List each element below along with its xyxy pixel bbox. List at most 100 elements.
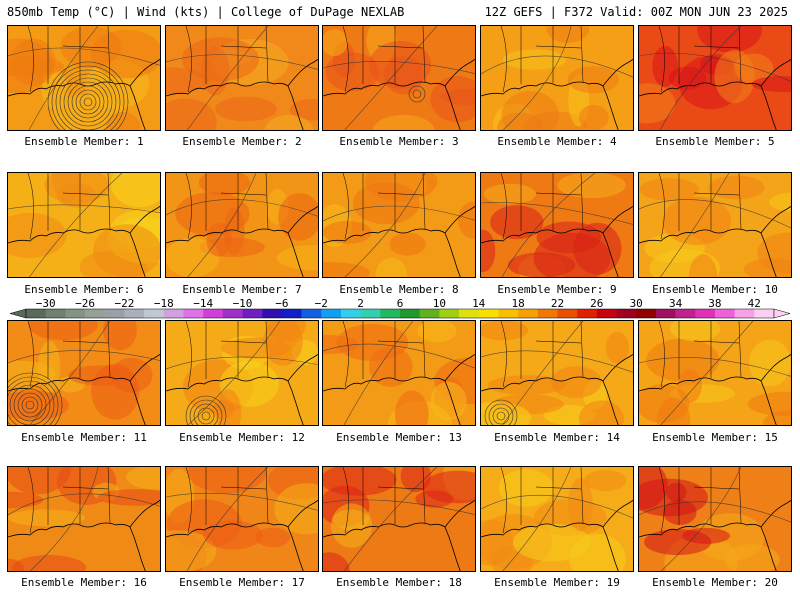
wind-contours — [166, 467, 318, 571]
colorbar-segment — [262, 309, 283, 318]
colorbar-segment — [695, 309, 716, 318]
colorbar-segment — [242, 309, 263, 318]
wind-contours — [166, 321, 318, 425]
coastline — [481, 467, 633, 571]
coastline — [639, 467, 791, 571]
ensemble-panel — [638, 172, 792, 278]
ensemble-member-label: Ensemble Member: 12 — [179, 431, 305, 444]
coastline — [8, 321, 160, 425]
wind-contours — [481, 173, 633, 277]
coastline — [639, 321, 791, 425]
ensemble-panel — [7, 25, 161, 131]
ensemble-panel — [165, 25, 319, 131]
colorbar-tick-label: −22 — [114, 298, 134, 310]
cyclone-contours — [47, 61, 129, 130]
ensemble-panel — [165, 466, 319, 572]
colorbar-tick-label: 6 — [397, 298, 404, 310]
temperature-field-map — [639, 26, 791, 130]
coastline — [481, 321, 633, 425]
colorbar-tick-label: 10 — [433, 298, 446, 310]
ensemble-panel — [322, 25, 476, 131]
coastline — [8, 173, 160, 277]
colorbar-tick-label: −2 — [315, 298, 328, 310]
colorbar-segment — [340, 309, 361, 318]
ensemble-member-label: Ensemble Member: 19 — [494, 576, 620, 589]
colorbar-segment — [459, 309, 480, 318]
colorbar-segment — [616, 309, 637, 318]
ensemble-member-label: Ensemble Member: 11 — [21, 431, 147, 444]
colorbar-segment — [301, 309, 322, 318]
ensemble-member-label: Ensemble Member: 8 — [339, 283, 459, 296]
ensemble-member-label: Ensemble Member: 14 — [494, 431, 620, 444]
ensemble-panel — [638, 466, 792, 572]
wind-contours — [8, 467, 160, 571]
ensemble-member-label: Ensemble Member: 18 — [336, 576, 462, 589]
temperature-field-map — [481, 467, 633, 571]
temperature-field-map — [166, 467, 318, 571]
colorbar-segment — [321, 309, 342, 318]
ensemble-member-label: Ensemble Member: 9 — [497, 283, 617, 296]
coastline — [323, 173, 475, 277]
temperature-field-map — [639, 467, 791, 571]
temperature-field-map — [323, 173, 475, 277]
ensemble-member-label: Ensemble Member: 1 — [24, 135, 144, 148]
ensemble-member-label: Ensemble Member: 4 — [497, 135, 617, 148]
colorbar-tick-label: 38 — [708, 298, 721, 310]
colorbar-segment — [104, 309, 125, 318]
colorbar-segment — [498, 309, 519, 318]
wind-contours — [481, 467, 633, 571]
ensemble-panel — [7, 320, 161, 426]
colorbar-tick-label: 30 — [630, 298, 643, 310]
colorbar-segment — [636, 309, 657, 318]
coastline — [323, 26, 475, 130]
colorbar-segment — [203, 309, 224, 318]
temperature-field-map — [166, 26, 318, 130]
wind-contours — [481, 26, 633, 130]
wind-contours — [8, 321, 160, 425]
colorbar-tick-label: 42 — [748, 298, 761, 310]
coastline — [323, 467, 475, 571]
wind-contours — [639, 467, 791, 571]
wind-contours — [166, 26, 318, 130]
wind-contours — [8, 173, 160, 277]
temperature-field-map — [639, 173, 791, 277]
colorbar-tick-label: −30 — [36, 298, 56, 310]
colorbar-segment — [45, 309, 66, 318]
ensemble-panel — [7, 172, 161, 278]
colorbar-segment — [537, 309, 558, 318]
ensemble-member-label: Ensemble Member: 10 — [652, 283, 778, 296]
colorbar-tick-label: −26 — [75, 298, 95, 310]
colorbar-segment — [360, 309, 381, 318]
temperature-field-map — [323, 321, 475, 425]
coastline — [166, 467, 318, 571]
colorbar-segment — [144, 309, 165, 318]
temperature-field-map — [323, 26, 475, 130]
wind-contours — [323, 26, 475, 130]
ensemble-panel — [322, 466, 476, 572]
wind-contours — [166, 173, 318, 277]
ensemble-member-label: Ensemble Member: 5 — [655, 135, 775, 148]
colorbar-segment — [577, 309, 598, 318]
ensemble-member-label: Ensemble Member: 6 — [24, 283, 144, 296]
colorbar-segment — [183, 309, 204, 318]
colorbar-segment — [281, 309, 302, 318]
ensemble-panel — [638, 25, 792, 131]
wind-contours — [639, 321, 791, 425]
colorbar-tick-label: 22 — [551, 298, 564, 310]
coastline — [639, 26, 791, 130]
ensemble-member-label: Ensemble Member: 20 — [652, 576, 778, 589]
temperature-field-map — [8, 321, 160, 425]
temperature-field-map — [166, 173, 318, 277]
cyclone-contours — [185, 395, 227, 425]
colorbar-segment — [557, 309, 578, 318]
colorbar-segment — [714, 309, 735, 318]
colorbar-segment — [439, 309, 460, 318]
colorbar-segment — [518, 309, 539, 318]
coastline — [481, 173, 633, 277]
colorbar-tick-label: −10 — [233, 298, 253, 310]
colorbar-segment — [124, 309, 145, 318]
temperature-field-map — [481, 173, 633, 277]
temperature-field-map — [639, 321, 791, 425]
ensemble-panel — [165, 172, 319, 278]
temperature-field-map — [8, 173, 160, 277]
